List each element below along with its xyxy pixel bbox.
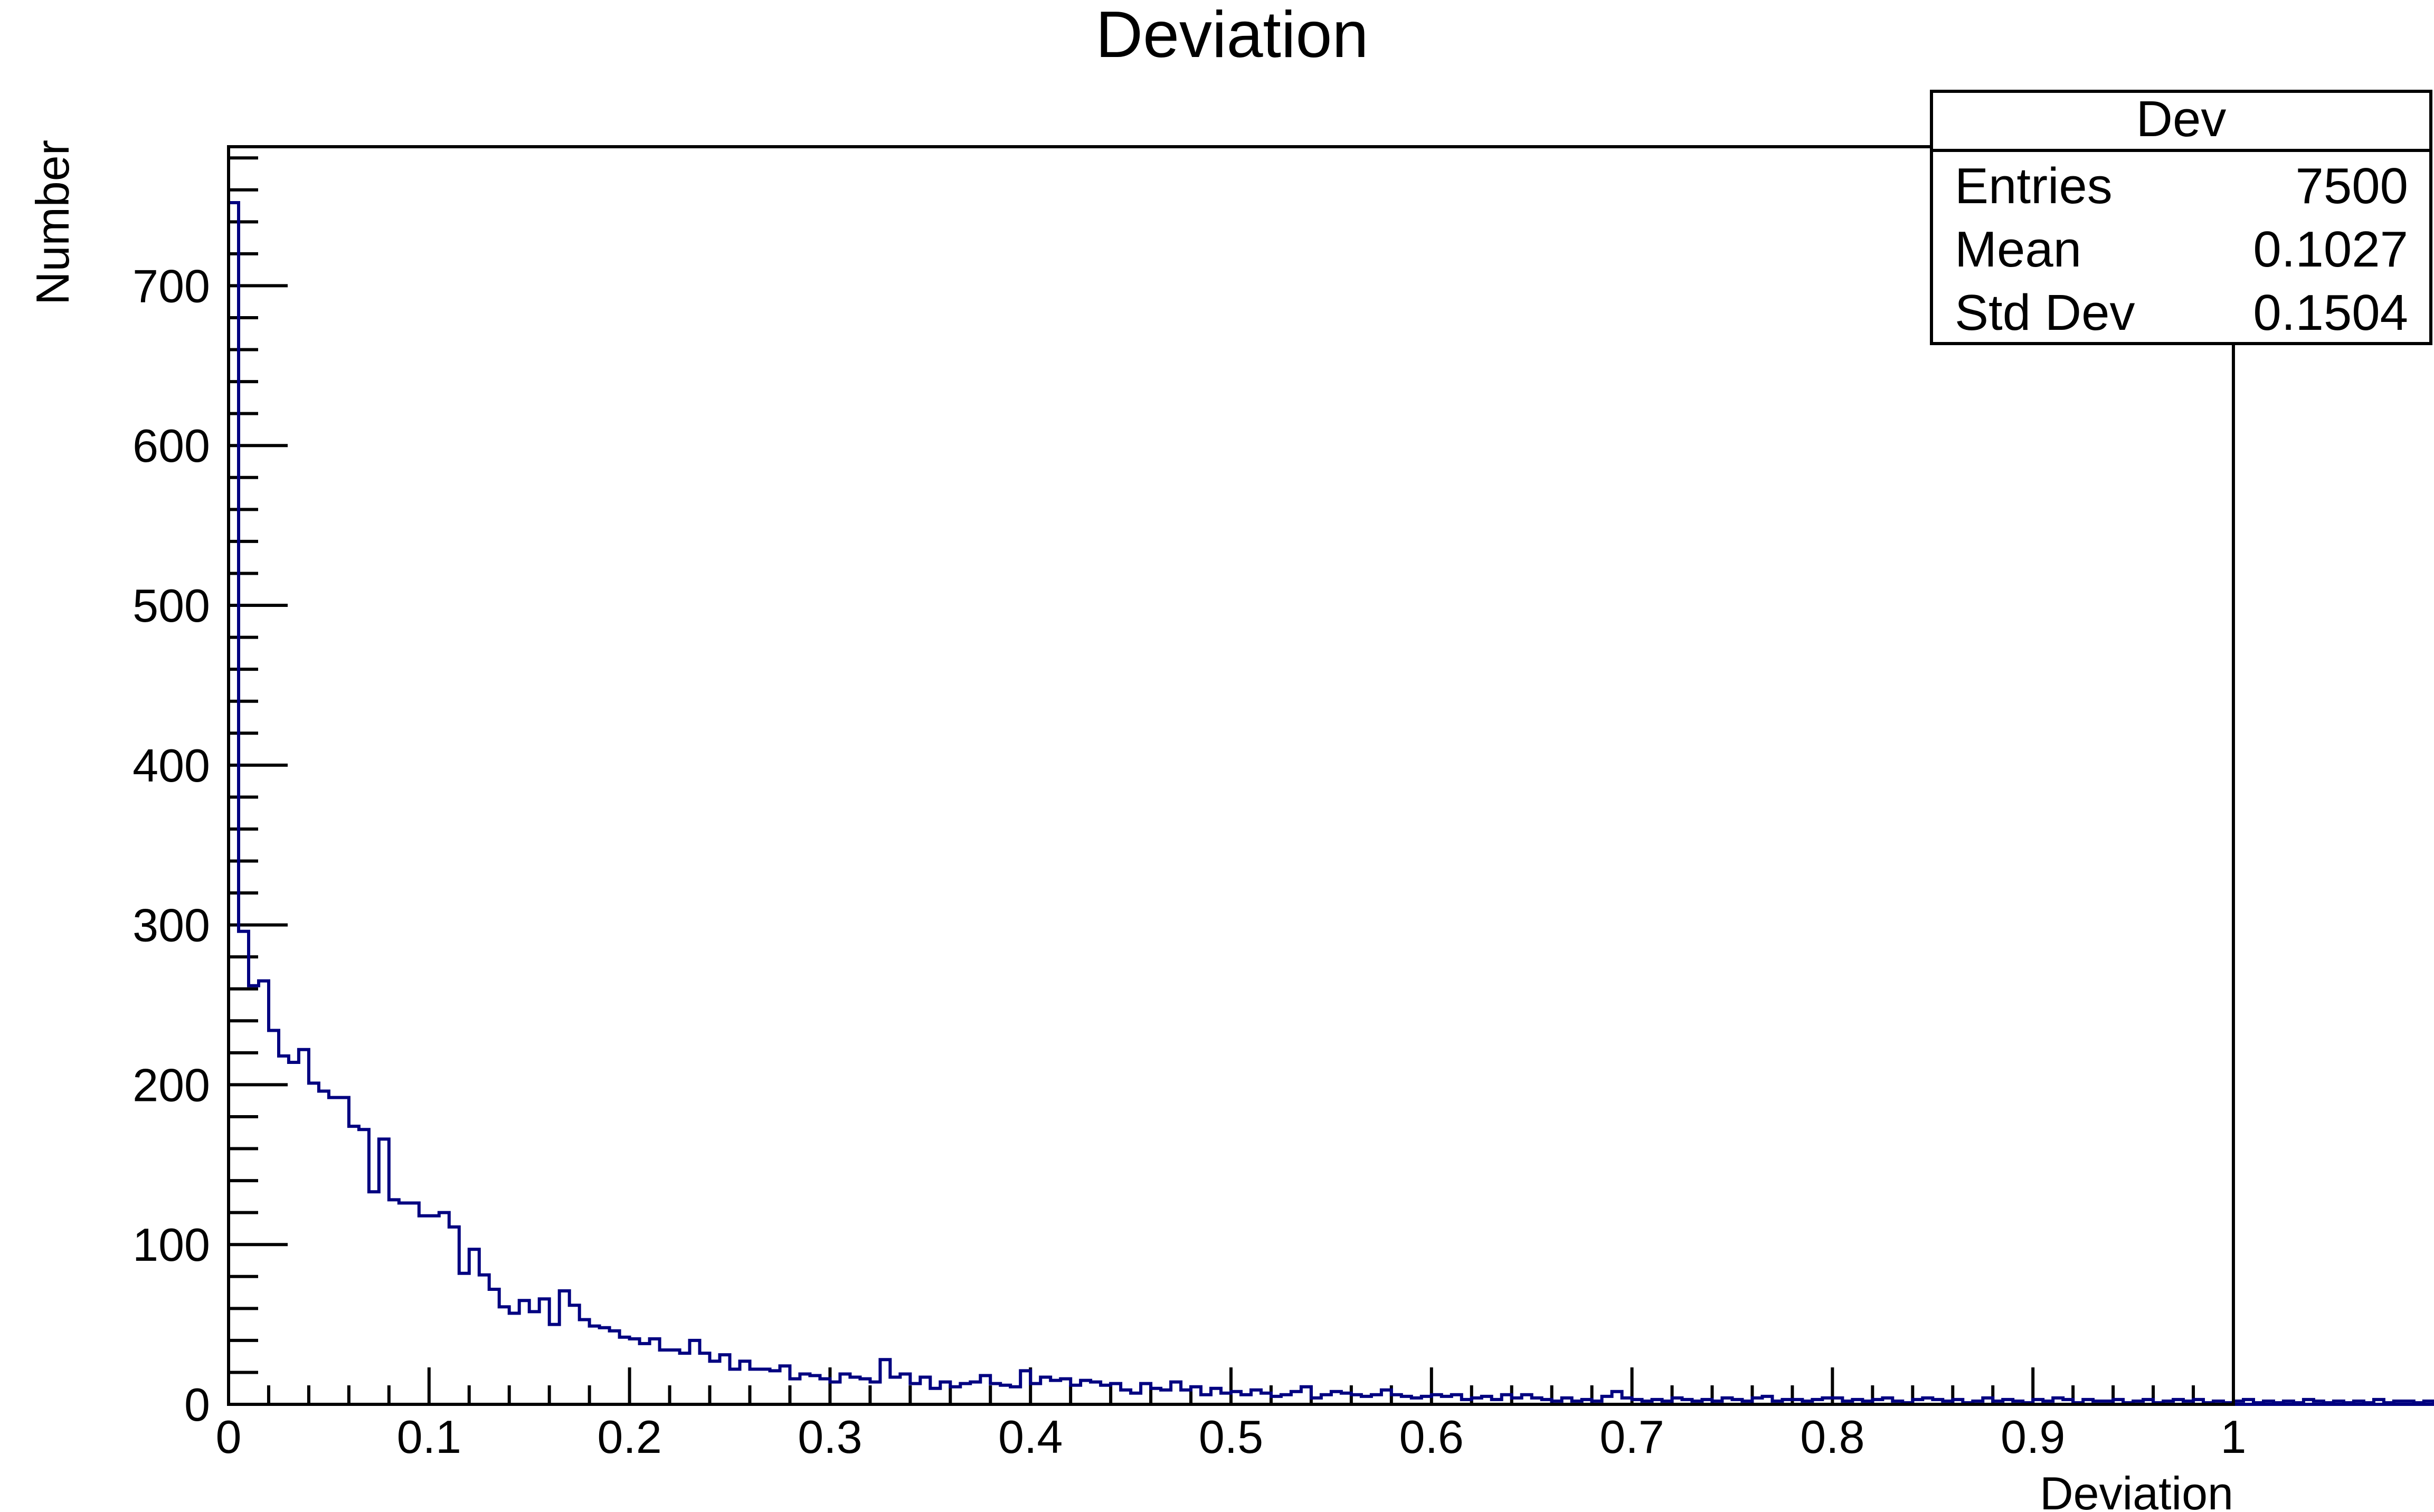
y-tick-label: 200 [132, 1059, 210, 1111]
y-tick-label: 400 [132, 739, 210, 792]
x-tick-label: 1 [2221, 1411, 2247, 1463]
axis-tick-labels: 0 0.1 0.2 0.3 0.4 0.5 0.6 0.7 0.8 0.9 1 0 100 200 300 4… [132, 260, 2246, 1463]
y-tick-label: 100 [132, 1219, 210, 1271]
stats-box-title: Dev [2136, 91, 2227, 147]
y-axis-label: Number [26, 140, 79, 305]
chart-title: Deviation [1096, 0, 1369, 71]
x-tick-label: 0.2 [597, 1411, 661, 1463]
x-tick-label: 0.4 [998, 1411, 1063, 1463]
x-tick-label: 0 [216, 1411, 242, 1463]
stats-mean-value: 0.1027 [2253, 221, 2408, 278]
y-tick-label: 500 [132, 579, 210, 632]
y-tick-label: 700 [132, 260, 210, 312]
y-tick-label: 600 [132, 420, 210, 472]
histogram-series [227, 201, 2434, 1406]
stats-stddev-value: 0.1504 [2253, 284, 2408, 341]
stats-box: Dev Entries 7500 Mean 0.1027 Std Dev 0.1… [1930, 90, 2432, 345]
x-tick-label: 0.5 [1199, 1411, 1263, 1463]
stats-mean-label: Mean [1955, 221, 2081, 278]
stats-entries-value: 7500 [2295, 158, 2408, 214]
stats-stddev-label: Std Dev [1955, 284, 2135, 341]
x-tick-label: 0.8 [1800, 1411, 1864, 1463]
x-tick-label: 0.6 [1399, 1411, 1464, 1463]
x-tick-label: 0.7 [1599, 1411, 1664, 1463]
stats-box-frame [1930, 90, 2432, 345]
stats-entries-label: Entries [1955, 158, 2113, 214]
y-tick-label: 300 [132, 899, 210, 952]
x-tick-label: 0.1 [397, 1411, 461, 1463]
plot-frame [227, 145, 2235, 1406]
x-axis-label: Deviation [2040, 1467, 2233, 1512]
x-tick-label: 0.9 [2001, 1411, 2065, 1463]
x-tick-label: 0.3 [798, 1411, 862, 1463]
y-tick-label: 0 [184, 1378, 210, 1431]
